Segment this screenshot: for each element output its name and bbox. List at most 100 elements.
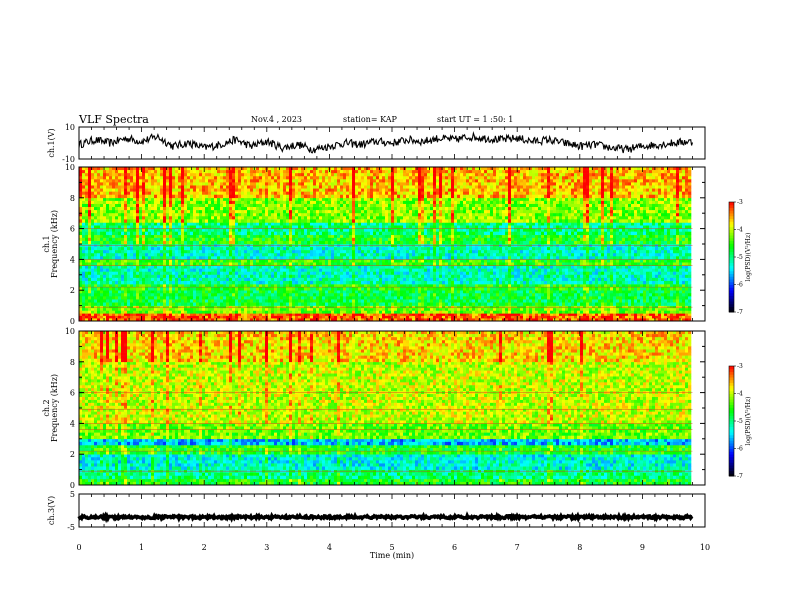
ch1spec-cell — [424, 290, 427, 293]
ch1spec-cell — [280, 281, 283, 284]
ch1spec-cell — [169, 290, 172, 293]
ch1spec-cell — [517, 293, 520, 296]
ch1spec-cell — [286, 290, 289, 293]
ch1spec-cell — [541, 311, 544, 314]
ch1spec-cell — [166, 269, 169, 272]
ch1spec-cell — [457, 266, 460, 269]
ch1spec-cell — [226, 311, 229, 314]
ch1spec-cell — [106, 269, 109, 272]
ch1spec-cell — [658, 269, 661, 272]
ch1spec-cell — [376, 278, 379, 281]
ch1spec-cell — [181, 313, 184, 316]
ch1spec-cell — [277, 293, 280, 296]
ch1spec-cell — [490, 269, 493, 272]
ch1spec-cell — [187, 308, 190, 311]
ch1spec-cell — [553, 259, 556, 262]
ch1spec-cell — [457, 247, 460, 250]
ch1spec-cell — [385, 269, 388, 272]
ch1spec-cell — [199, 250, 202, 253]
ch1spec-cell — [169, 303, 172, 306]
ch1spec-cell — [265, 299, 268, 302]
ch1spec-cell — [571, 275, 574, 278]
ch1spec-cell — [670, 281, 673, 284]
ch1spec-cell — [241, 269, 244, 272]
ch1spec-cell — [280, 250, 283, 253]
ch1spec-cell — [646, 293, 649, 296]
ch1spec-cell — [295, 287, 298, 290]
ch1spec-cell — [676, 259, 679, 262]
ch1spec-cell — [205, 313, 208, 316]
ch1spec-cell — [322, 303, 325, 306]
ch1spec-cell — [253, 247, 256, 250]
ch1spec-cell — [688, 313, 691, 316]
ch1spec-cell — [535, 316, 538, 319]
ch1spec-cell — [382, 290, 385, 293]
ch1spec-cell — [142, 287, 145, 290]
ch1spec-cell — [175, 272, 178, 275]
ch1spec-cell — [610, 287, 613, 290]
ch1spec-cell — [313, 278, 316, 281]
ch1spec-cell — [592, 313, 595, 316]
ch1spec-cell — [535, 296, 538, 299]
ch1spec-cell — [325, 272, 328, 275]
ch1spec-cell — [175, 311, 178, 314]
ch1spec-cell — [391, 269, 394, 272]
ch1spec-cell — [520, 316, 523, 319]
ch1spec-cell — [106, 299, 109, 302]
ch1spec-cell — [313, 311, 316, 314]
ch1spec-cell — [157, 272, 160, 275]
ch1spec-cell — [484, 303, 487, 306]
ch1spec-cell — [373, 290, 376, 293]
ch1spec-cell — [349, 266, 352, 269]
ch1spec-cell — [286, 275, 289, 278]
ch1spec-cell — [331, 313, 334, 316]
ch1spec-cell — [514, 275, 517, 278]
ch1spec-cell — [460, 290, 463, 293]
ch1spec-cell — [253, 311, 256, 314]
ch1spec-cell — [562, 259, 565, 262]
ch1spec-cell — [400, 250, 403, 253]
ch1spec-cell — [100, 275, 103, 278]
ch1spec-cell — [628, 296, 631, 299]
ch1spec-cell — [634, 316, 637, 319]
ch1spec-cell — [238, 281, 241, 284]
ch1spec-cell — [337, 272, 340, 275]
ch1spec-cell — [403, 296, 406, 299]
ch1spec-cell — [589, 313, 592, 316]
ch1spec-cell — [199, 293, 202, 296]
ch1spec-cell — [220, 272, 223, 275]
ch1spec-cell — [328, 311, 331, 314]
ch1spec-cell — [583, 313, 586, 316]
ch1spec-cell — [424, 313, 427, 316]
ch1spec-cell — [601, 303, 604, 306]
ch1spec-cell — [589, 278, 592, 281]
ch1spec-cell — [163, 278, 166, 281]
ch1spec-cell — [232, 278, 235, 281]
ch1spec-cell — [598, 250, 601, 253]
ch1spec-cell — [133, 272, 136, 275]
ch1spec-cell — [262, 316, 265, 319]
ch1spec-cell — [394, 287, 397, 290]
ch1spec-cell — [520, 247, 523, 250]
ch1spec-cell — [163, 275, 166, 278]
ch1spec-cell — [478, 296, 481, 299]
ch1spec-cell — [502, 281, 505, 284]
ch1spec-cell — [217, 316, 220, 319]
ch1spec-cell — [610, 247, 613, 250]
ch1spec-cell — [649, 303, 652, 306]
ch1spec-cell — [451, 275, 454, 278]
ch1spec-cell — [385, 290, 388, 293]
ch1spec-cell — [538, 272, 541, 275]
ch1spec-cell — [496, 275, 499, 278]
ch1spec-cell — [202, 269, 205, 272]
ch1spec-cell — [256, 299, 259, 302]
ch1spec-cell — [628, 287, 631, 290]
ch1spec-cell — [685, 296, 688, 299]
ch1spec-cell — [484, 247, 487, 250]
ch1spec-cell — [523, 275, 526, 278]
ch1spec-cell — [463, 308, 466, 311]
ch1spec-cell — [403, 308, 406, 311]
ch1spec-cell — [124, 313, 127, 316]
ch1spec-cell — [181, 287, 184, 290]
ch1spec-cell — [439, 293, 442, 296]
